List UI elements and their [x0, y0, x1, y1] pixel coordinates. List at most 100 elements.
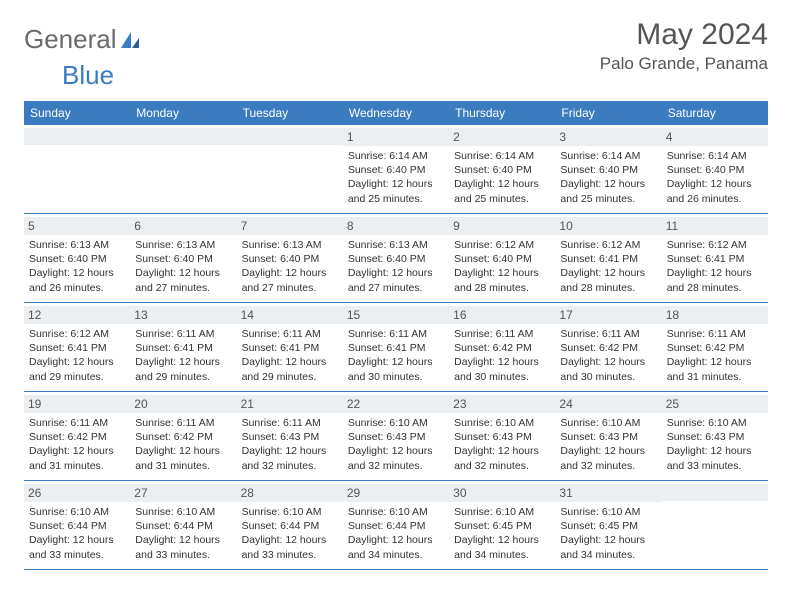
- calendar-cell: 19Sunrise: 6:11 AMSunset: 6:42 PMDayligh…: [24, 392, 130, 480]
- sunset-text: Sunset: 6:40 PM: [242, 252, 338, 266]
- daylight-text: Daylight: 12 hours and 31 minutes.: [29, 444, 125, 472]
- sunrise-text: Sunrise: 6:14 AM: [667, 149, 763, 163]
- day-number: 3: [555, 128, 661, 146]
- daylight-text: Daylight: 12 hours and 33 minutes.: [29, 533, 125, 561]
- day-number: 20: [130, 395, 236, 413]
- day-number: 14: [237, 306, 343, 324]
- cell-details: Sunrise: 6:11 AMSunset: 6:42 PMDaylight:…: [667, 327, 763, 384]
- daylight-text: Daylight: 12 hours and 29 minutes.: [242, 355, 338, 383]
- cell-details: Sunrise: 6:10 AMSunset: 6:45 PMDaylight:…: [454, 505, 550, 562]
- day-number: 16: [449, 306, 555, 324]
- sunrise-text: Sunrise: 6:11 AM: [242, 327, 338, 341]
- sunset-text: Sunset: 6:42 PM: [29, 430, 125, 444]
- calendar-cell: 22Sunrise: 6:10 AMSunset: 6:43 PMDayligh…: [343, 392, 449, 480]
- sunset-text: Sunset: 6:41 PM: [348, 341, 444, 355]
- cell-details: Sunrise: 6:14 AMSunset: 6:40 PMDaylight:…: [560, 149, 656, 206]
- sunrise-text: Sunrise: 6:13 AM: [242, 238, 338, 252]
- calendar-cell: 23Sunrise: 6:10 AMSunset: 6:43 PMDayligh…: [449, 392, 555, 480]
- daylight-text: Daylight: 12 hours and 30 minutes.: [454, 355, 550, 383]
- calendar-cell: [24, 125, 130, 213]
- cell-details: Sunrise: 6:13 AMSunset: 6:40 PMDaylight:…: [135, 238, 231, 295]
- sunrise-text: Sunrise: 6:11 AM: [667, 327, 763, 341]
- calendar-cell: 16 Sunrise: 6:11 AMSunset: 6:42 PMDayligh…: [449, 303, 555, 391]
- sunset-text: Sunset: 6:44 PM: [29, 519, 125, 533]
- day-number: 8: [343, 217, 449, 235]
- day-number: 6: [130, 217, 236, 235]
- daylight-text: Daylight: 12 hours and 32 minutes.: [348, 444, 444, 472]
- day-number: 27: [130, 484, 236, 502]
- logo-sail-icon: [119, 30, 141, 50]
- calendar-cell: 31Sunrise: 6:10 AMSunset: 6:45 PMDayligh…: [555, 481, 661, 569]
- day-number: 13: [130, 306, 236, 324]
- cell-details: Sunrise: 6:12 AMSunset: 6:41 PMDaylight:…: [667, 238, 763, 295]
- calendar-cell: 30 Sunrise: 6:10 AMSunset: 6:45 PMDayligh…: [449, 481, 555, 569]
- week-row: 19Sunrise: 6:11 AMSunset: 6:42 PMDayligh…: [24, 392, 768, 481]
- cell-details: Sunrise: 6:14 AMSunset: 6:40 PMDaylight:…: [667, 149, 763, 206]
- sunset-text: Sunset: 6:41 PM: [560, 252, 656, 266]
- cell-details: Sunrise: 6:11 AMSunset: 6:41 PMDaylight:…: [348, 327, 444, 384]
- calendar-cell: 5Sunrise: 6:13 AMSunset: 6:40 PMDaylight…: [24, 214, 130, 302]
- week-row: 26Sunrise: 6:10 AMSunset: 6:44 PMDayligh…: [24, 481, 768, 570]
- day-number: 7: [237, 217, 343, 235]
- day-number: 12: [24, 306, 130, 324]
- day-header-sat: Saturday: [662, 101, 768, 125]
- sunrise-text: Sunrise: 6:10 AM: [454, 505, 550, 519]
- daylight-text: Daylight: 12 hours and 33 minutes.: [242, 533, 338, 561]
- calendar-cell: 13 Sunrise: 6:11 AMSunset: 6:41 PMDayligh…: [130, 303, 236, 391]
- calendar-cell: 21Sunrise: 6:11 AMSunset: 6:43 PMDayligh…: [237, 392, 343, 480]
- sunrise-text: Sunrise: 6:10 AM: [29, 505, 125, 519]
- sunrise-text: Sunrise: 6:10 AM: [135, 505, 231, 519]
- cell-details: Sunrise: 6:10 AMSunset: 6:43 PMDaylight:…: [348, 416, 444, 473]
- day-number: 23: [449, 395, 555, 413]
- cell-details: Sunrise: 6:11 AMSunset: 6:43 PMDaylight:…: [242, 416, 338, 473]
- sunset-text: Sunset: 6:40 PM: [348, 252, 444, 266]
- sunrise-text: Sunrise: 6:11 AM: [348, 327, 444, 341]
- sunset-text: Sunset: 6:43 PM: [242, 430, 338, 444]
- daylight-text: Daylight: 12 hours and 26 minutes.: [29, 266, 125, 294]
- sunset-text: Sunset: 6:40 PM: [454, 163, 550, 177]
- sunrise-text: Sunrise: 6:12 AM: [454, 238, 550, 252]
- day-header-mon: Monday: [130, 101, 236, 125]
- sunset-text: Sunset: 6:40 PM: [667, 163, 763, 177]
- daylight-text: Daylight: 12 hours and 30 minutes.: [348, 355, 444, 383]
- cell-details: Sunrise: 6:10 AMSunset: 6:44 PMDaylight:…: [29, 505, 125, 562]
- cell-details: Sunrise: 6:10 AMSunset: 6:43 PMDaylight:…: [560, 416, 656, 473]
- sunrise-text: Sunrise: 6:10 AM: [454, 416, 550, 430]
- day-number: 31: [555, 484, 661, 502]
- day-number: 17: [555, 306, 661, 324]
- day-header-thu: Thursday: [449, 101, 555, 125]
- day-number: 25: [662, 395, 768, 413]
- cell-details: Sunrise: 6:12 AMSunset: 6:40 PMDaylight:…: [454, 238, 550, 295]
- sunset-text: Sunset: 6:40 PM: [135, 252, 231, 266]
- sunrise-text: Sunrise: 6:11 AM: [135, 416, 231, 430]
- cell-details: Sunrise: 6:14 AMSunset: 6:40 PMDaylight:…: [348, 149, 444, 206]
- sunrise-text: Sunrise: 6:10 AM: [242, 505, 338, 519]
- day-number: 26: [24, 484, 130, 502]
- sunset-text: Sunset: 6:41 PM: [29, 341, 125, 355]
- day-number: 30: [449, 484, 555, 502]
- daylight-text: Daylight: 12 hours and 28 minutes.: [454, 266, 550, 294]
- sunrise-text: Sunrise: 6:10 AM: [560, 505, 656, 519]
- day-number: [130, 128, 236, 145]
- calendar-cell: 4Sunrise: 6:14 AMSunset: 6:40 PMDaylight…: [662, 125, 768, 213]
- day-header-sun: Sunday: [24, 101, 130, 125]
- cell-details: Sunrise: 6:10 AMSunset: 6:44 PMDaylight:…: [348, 505, 444, 562]
- calendar-cell: 25Sunrise: 6:10 AMSunset: 6:43 PMDayligh…: [662, 392, 768, 480]
- sunrise-text: Sunrise: 6:10 AM: [348, 416, 444, 430]
- sunrise-text: Sunrise: 6:11 AM: [454, 327, 550, 341]
- daylight-text: Daylight: 12 hours and 32 minutes.: [242, 444, 338, 472]
- cell-details: Sunrise: 6:11 AMSunset: 6:42 PMDaylight:…: [135, 416, 231, 473]
- cell-details: Sunrise: 6:11 AMSunset: 6:41 PMDaylight:…: [135, 327, 231, 384]
- calendar-cell: 17Sunrise: 6:11 AMSunset: 6:42 PMDayligh…: [555, 303, 661, 391]
- logo-text-1: General: [24, 24, 117, 55]
- daylight-text: Daylight: 12 hours and 33 minutes.: [667, 444, 763, 472]
- sunset-text: Sunset: 6:45 PM: [454, 519, 550, 533]
- cell-details: Sunrise: 6:12 AMSunset: 6:41 PMDaylight:…: [29, 327, 125, 384]
- sunset-text: Sunset: 6:45 PM: [560, 519, 656, 533]
- sunset-text: Sunset: 6:42 PM: [454, 341, 550, 355]
- daylight-text: Daylight: 12 hours and 33 minutes.: [135, 533, 231, 561]
- calendar-cell: 2Sunrise: 6:14 AMSunset: 6:40 PMDaylight…: [449, 125, 555, 213]
- cell-details: Sunrise: 6:14 AMSunset: 6:40 PMDaylight:…: [454, 149, 550, 206]
- daylight-text: Daylight: 12 hours and 27 minutes.: [135, 266, 231, 294]
- sunrise-text: Sunrise: 6:11 AM: [135, 327, 231, 341]
